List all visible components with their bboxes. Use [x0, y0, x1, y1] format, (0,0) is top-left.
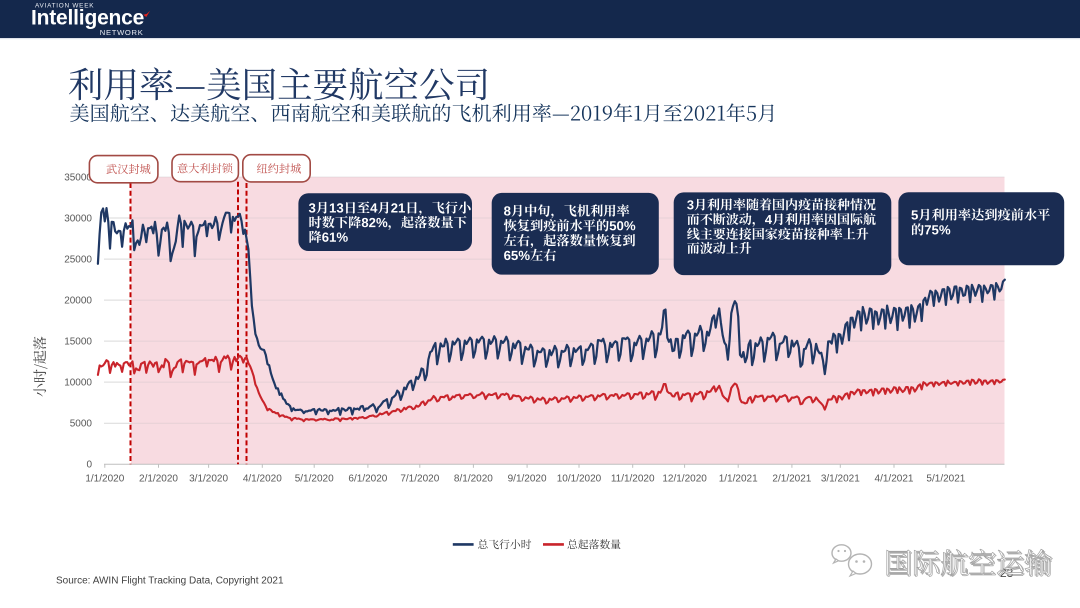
svg-text:Source: AWIN Flight Tracking D: Source: AWIN Flight Tracking Data, Copyr…	[56, 576, 284, 587]
svg-text:8/1/2020: 8/1/2020	[454, 474, 493, 485]
svg-text:30000: 30000	[64, 214, 92, 225]
svg-text:20000: 20000	[64, 296, 92, 307]
svg-text:3/1/2020: 3/1/2020	[189, 474, 228, 485]
svg-text:12/1/2020: 12/1/2020	[662, 474, 707, 485]
svg-text:2/1/2020: 2/1/2020	[139, 474, 178, 485]
svg-text:NETWORK: NETWORK	[100, 28, 144, 37]
svg-text:Intelligence: Intelligence	[31, 7, 144, 30]
svg-text:0: 0	[86, 460, 92, 471]
svg-text:4/1/2021: 4/1/2021	[875, 474, 914, 485]
svg-text:7/1/2020: 7/1/2020	[400, 474, 439, 485]
svg-text:6/1/2020: 6/1/2020	[348, 474, 387, 485]
svg-text:11/1/2020: 11/1/2020	[611, 474, 655, 485]
svg-text:10/1/2020: 10/1/2020	[557, 474, 602, 485]
svg-text:5/1/2020: 5/1/2020	[295, 474, 334, 485]
svg-text:9/1/2020: 9/1/2020	[508, 474, 547, 485]
svg-text:15000: 15000	[64, 337, 92, 348]
svg-text:1/1/2021: 1/1/2021	[719, 474, 758, 485]
svg-text:5000: 5000	[70, 419, 93, 430]
svg-text:35000: 35000	[64, 173, 92, 184]
svg-text:25000: 25000	[64, 255, 92, 266]
svg-text:1/1/2020: 1/1/2020	[85, 474, 124, 485]
svg-text:5/1/2021: 5/1/2021	[926, 474, 965, 485]
svg-text:10000: 10000	[64, 378, 92, 389]
svg-text:3/1/2021: 3/1/2021	[821, 474, 860, 485]
svg-text:AVIATION WEEK: AVIATION WEEK	[35, 3, 94, 10]
svg-text:4/1/2020: 4/1/2020	[243, 474, 282, 485]
svg-text:2/1/2021: 2/1/2021	[772, 474, 811, 485]
